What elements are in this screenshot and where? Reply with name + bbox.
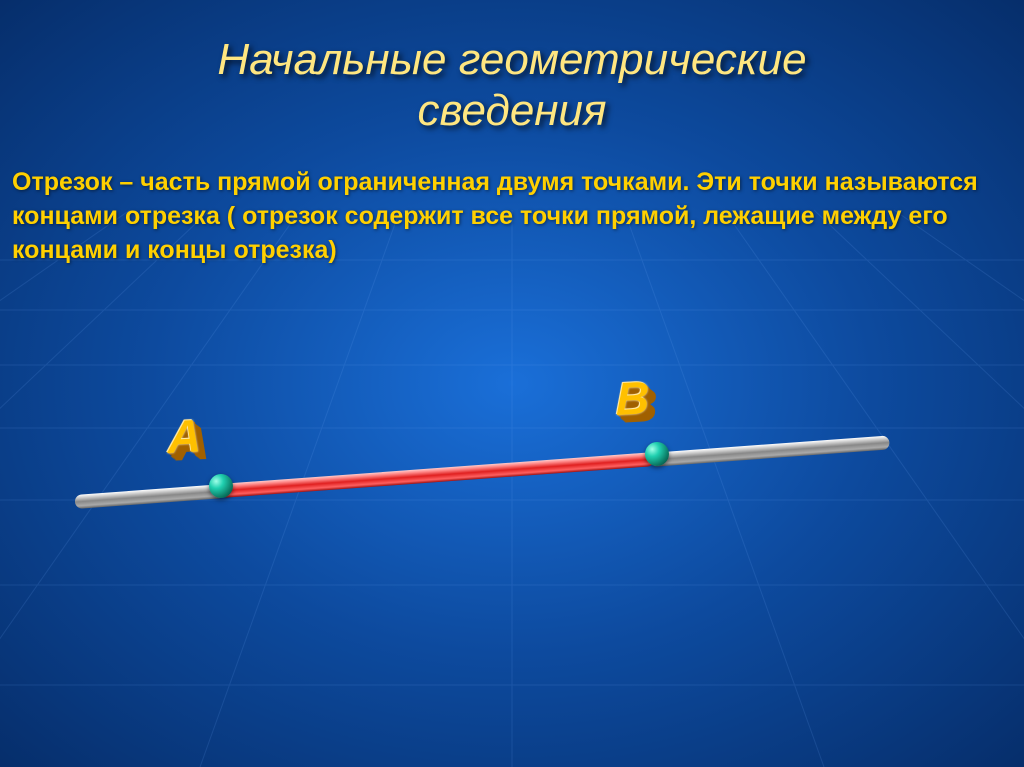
slide-title: Начальные геометрические сведения (0, 0, 1024, 136)
line-extension-right (649, 435, 889, 467)
title-line-2: сведения (0, 86, 1024, 137)
title-line-1: Начальные геометрические (0, 35, 1024, 86)
point-b (645, 442, 669, 466)
segment-diagram: AAAAAAAA BBBBBBBB (0, 380, 1024, 580)
definition-text: Отрезок – часть прямой ограниченная двум… (0, 136, 1024, 267)
point-a (209, 474, 233, 498)
segment-ab (219, 452, 654, 498)
line-extension-left (74, 484, 225, 509)
definition-rest: – часть прямой ограниченная двумя точкам… (12, 168, 978, 264)
definition-term: Отрезок (12, 168, 112, 196)
